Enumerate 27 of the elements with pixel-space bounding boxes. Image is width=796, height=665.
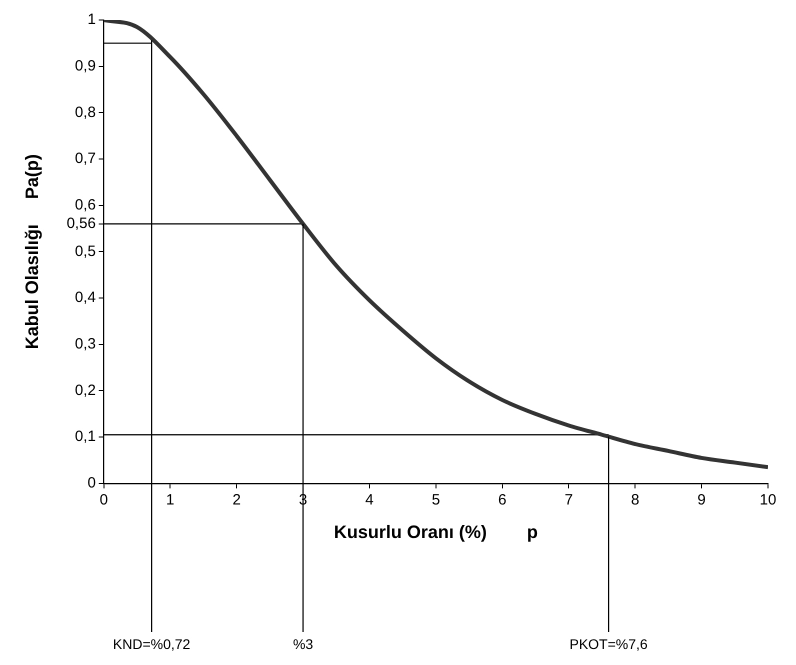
x-tick-label: 0 bbox=[100, 492, 108, 509]
y-tick-label: 0,6 bbox=[74, 196, 96, 214]
y-tick-label: 0,7 bbox=[74, 150, 96, 168]
x-tick-label: 6 bbox=[498, 492, 506, 509]
y-tick-label: 0,5 bbox=[74, 242, 96, 260]
x-tick-label: 4 bbox=[365, 492, 374, 509]
y-tick-label: 0,3 bbox=[74, 336, 96, 353]
ref-line-label: %3 bbox=[292, 636, 314, 652]
ref-line-label: KND=%0,72 bbox=[112, 636, 191, 652]
x-tick-label: 9 bbox=[697, 492, 706, 509]
y-axis-title: Kabul Olasılığı Pa(p) bbox=[22, 154, 42, 350]
x-tick-label: 8 bbox=[630, 492, 640, 509]
x-tick-label: 5 bbox=[432, 492, 440, 509]
y-tick-label: 0,8 bbox=[74, 104, 96, 121]
x-tick-label: 2 bbox=[232, 492, 241, 509]
y-tick-label: 0 bbox=[87, 474, 96, 492]
x-axis-title: Kusurlu Oranı (%) p bbox=[334, 522, 538, 542]
y-tick-label: 0,4 bbox=[74, 289, 96, 306]
x-tick-label: 1 bbox=[166, 492, 174, 509]
y-tick-label: 0,56 bbox=[66, 215, 96, 232]
y-tick-label: 1 bbox=[87, 11, 96, 28]
x-tick-label: 10 bbox=[760, 492, 776, 509]
x-tick-label: 7 bbox=[564, 492, 573, 509]
y-tick-label: 0,1 bbox=[74, 428, 96, 446]
ref-line-label: PKOT=%7,6 bbox=[569, 636, 648, 652]
y-tick-label: 0,2 bbox=[74, 382, 96, 399]
y-tick-label: 0,9 bbox=[74, 57, 96, 74]
